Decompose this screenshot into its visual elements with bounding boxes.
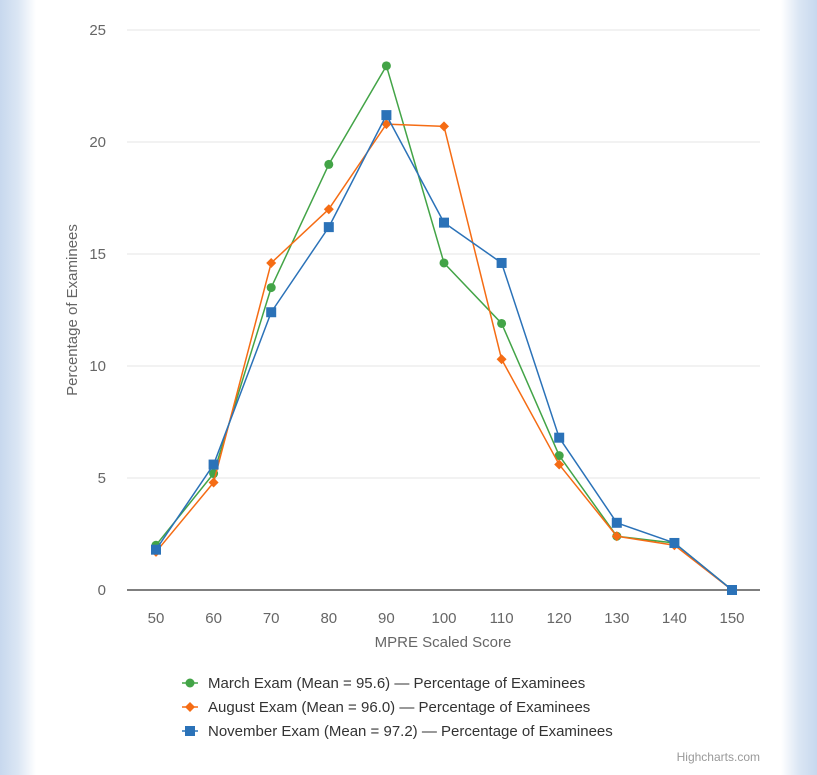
data-point	[324, 159, 334, 169]
legend-item[interactable]: August Exam (Mean = 96.0) — Percentage o…	[182, 699, 590, 716]
data-point	[266, 257, 277, 268]
data-point	[323, 222, 334, 233]
data-point	[151, 544, 161, 555]
data-point	[381, 61, 391, 71]
data-point	[554, 432, 565, 443]
data-point	[554, 451, 564, 461]
x-tick-label: 140	[662, 610, 687, 627]
legend-label: November Exam (Mean = 97.2) — Percentage…	[208, 723, 613, 740]
data-point	[208, 477, 219, 488]
legend-item[interactable]: March Exam (Mean = 95.6) — Percentage of…	[182, 675, 585, 692]
x-tick-label: 110	[490, 610, 514, 627]
series-group	[151, 61, 737, 595]
y-tick-label: 0	[98, 582, 106, 599]
data-point	[669, 537, 680, 548]
legend-label: August Exam (Mean = 96.0) — Percentage o…	[208, 699, 590, 716]
x-tick-label: 150	[719, 610, 744, 627]
y-tick-label: 15	[89, 246, 106, 263]
x-tick-label: 90	[378, 610, 395, 627]
legend-marker	[185, 726, 195, 736]
data-point	[439, 258, 449, 268]
chart-panel	[36, 0, 781, 775]
legend-label: March Exam (Mean = 95.6) — Percentage of…	[208, 675, 585, 692]
series-line	[155, 114, 733, 591]
legend-marker	[185, 678, 195, 688]
legend: March Exam (Mean = 95.6) — Percentage of…	[182, 675, 613, 740]
y-tick-label: 5	[98, 470, 106, 487]
credits-link[interactable]: Highcharts.com	[677, 750, 760, 764]
data-point	[496, 257, 507, 268]
series-2	[151, 119, 737, 595]
data-point	[381, 110, 392, 121]
data-point	[208, 459, 219, 470]
data-point	[727, 585, 737, 595]
data-point	[497, 318, 507, 328]
data-point	[266, 283, 276, 293]
x-tick-label: 80	[320, 610, 337, 627]
y-axis-title: Percentage of Examinees	[64, 224, 81, 396]
x-tick-label: 50	[148, 610, 165, 627]
x-tick-label: 70	[263, 610, 280, 627]
series-line	[155, 123, 733, 591]
y-tick-label: 10	[89, 358, 106, 375]
series-line	[155, 65, 733, 591]
x-axis-title: MPRE Scaled Score	[375, 634, 512, 651]
legend-item[interactable]: November Exam (Mean = 97.2) — Percentage…	[182, 723, 613, 740]
data-point	[554, 459, 565, 470]
x-tick-label: 130	[604, 610, 629, 627]
x-tick-label: 60	[205, 610, 222, 627]
data-point	[611, 531, 622, 542]
data-point	[496, 354, 507, 365]
grid-lines	[127, 29, 760, 591]
y-tick-label: 25	[89, 22, 106, 39]
data-point	[611, 517, 622, 528]
data-point	[323, 204, 334, 215]
y-tick-label: 20	[89, 134, 106, 151]
data-point	[266, 307, 277, 318]
data-point	[439, 217, 449, 228]
series-1	[151, 61, 737, 595]
x-tick-label: 100	[431, 610, 456, 627]
series-3	[151, 110, 737, 595]
x-tick-label: 120	[547, 610, 572, 627]
y-axis-ticks: 0 5 10 15 20 25	[89, 22, 106, 599]
x-axis-ticks: 50 60 70 80 90 100 110 120 130 140 150	[148, 610, 745, 627]
data-point	[439, 121, 449, 132]
legend-marker	[185, 702, 195, 712]
